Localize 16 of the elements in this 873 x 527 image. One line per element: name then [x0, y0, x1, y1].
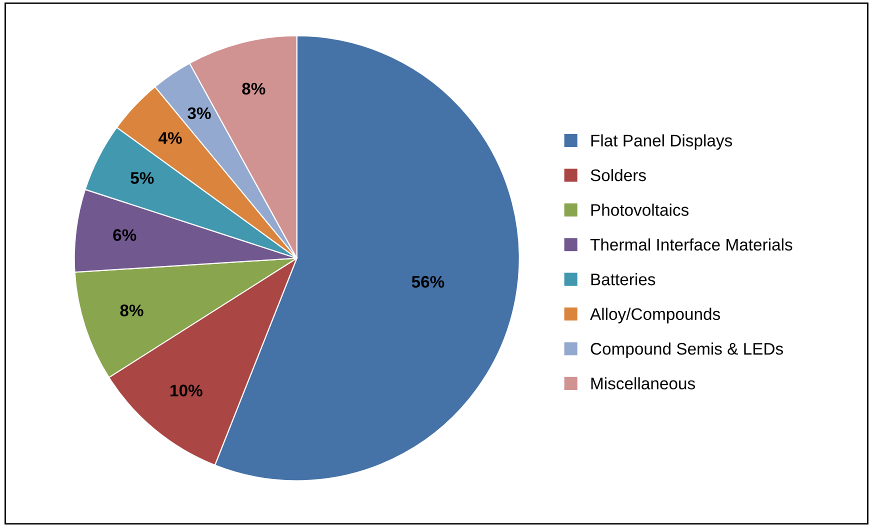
data-label: 8% [242, 82, 266, 95]
legend-label: Photovoltaics [591, 204, 689, 216]
data-label: 10% [170, 384, 202, 396]
data-label: 6% [113, 229, 136, 241]
data-label: 5% [130, 172, 154, 184]
data-label: 8% [120, 304, 144, 316]
data-label: 4% [158, 132, 182, 144]
legend-label: Miscellaneous [591, 377, 695, 390]
legend-label: Batteries [591, 273, 656, 286]
data-label: 3% [188, 107, 211, 120]
legend-label: Alloy/Compounds [590, 308, 720, 324]
legend-label: Thermal Interface Materials [590, 238, 792, 251]
legend-label: Compound Semis & LEDs [590, 342, 783, 358]
legend-label: Solders [590, 168, 646, 182]
legend-label: Flat Panel Displays [591, 134, 732, 150]
data-label: 56% [412, 276, 444, 288]
